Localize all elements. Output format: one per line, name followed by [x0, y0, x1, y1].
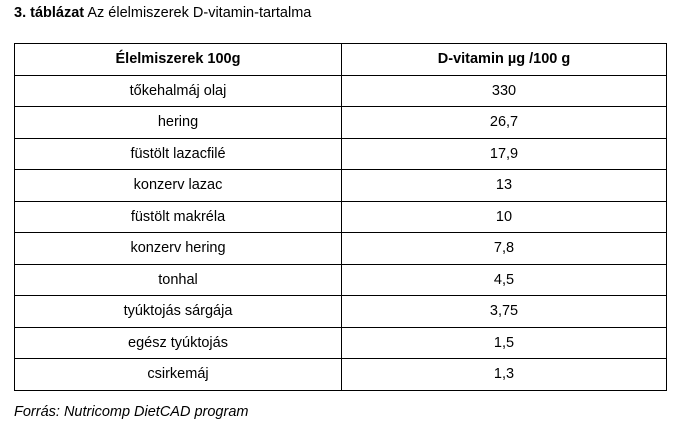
- food-cell: tyúktojás sárgája: [14, 295, 342, 328]
- food-cell: egész tyúktojás: [14, 326, 342, 359]
- vitamin-d-cell: 3,75: [341, 295, 667, 328]
- table-row: tyúktojás sárgája 3,75: [14, 295, 667, 328]
- table-row: csirkemáj 1,3: [14, 358, 667, 391]
- header-vitamin-d: D-vitamin µg /100 g: [341, 43, 667, 76]
- vitamin-d-cell: 26,7: [341, 106, 667, 139]
- vitamin-d-cell: 330: [341, 74, 667, 107]
- table-row: hering 26,7: [14, 106, 667, 139]
- table-header-row: Élelmiszerek 100g D-vitamin µg /100 g: [14, 43, 667, 76]
- vitamin-d-cell: 7,8: [341, 232, 667, 265]
- table-row: füstölt makréla 10: [14, 200, 667, 233]
- table-title: Az élelmiszerek D-vitamin-tartalma: [84, 5, 312, 21]
- table-row: egész tyúktojás 1,5: [14, 326, 667, 359]
- food-cell: tőkehalmáj olaj: [14, 74, 342, 107]
- food-cell: hering: [14, 106, 342, 139]
- source-note: Forrás: Nutricomp DietCAD program: [14, 404, 249, 420]
- vitamin-d-cell: 10: [341, 200, 667, 233]
- food-cell: füstölt makréla: [14, 200, 342, 233]
- vitamin-d-cell: 13: [341, 169, 667, 202]
- table-row: füstölt lazacfilé 17,9: [14, 137, 667, 170]
- vitamin-d-cell: 4,5: [341, 263, 667, 296]
- vitamin-d-table: Élelmiszerek 100g D-vitamin µg /100 g tő…: [14, 43, 667, 391]
- vitamin-d-cell: 1,3: [341, 358, 667, 391]
- table-row: konzerv hering 7,8: [14, 232, 667, 265]
- table-number-label: 3. táblázat: [14, 5, 85, 21]
- header-food: Élelmiszerek 100g: [14, 43, 342, 76]
- table-row: tonhal 4,5: [14, 263, 667, 296]
- food-cell: tonhal: [14, 263, 342, 296]
- vitamin-d-cell: 17,9: [341, 137, 667, 170]
- vitamin-d-cell: 1,5: [341, 326, 667, 359]
- table-caption: 3. táblázat Az élelmiszerek D-vitamin-ta…: [14, 3, 311, 23]
- food-cell: konzerv lazac: [14, 169, 342, 202]
- food-cell: füstölt lazacfilé: [14, 137, 342, 170]
- food-cell: csirkemáj: [14, 358, 342, 391]
- table-row: konzerv lazac 13: [14, 169, 667, 202]
- food-cell: konzerv hering: [14, 232, 342, 265]
- table-row: tőkehalmáj olaj 330: [14, 74, 667, 107]
